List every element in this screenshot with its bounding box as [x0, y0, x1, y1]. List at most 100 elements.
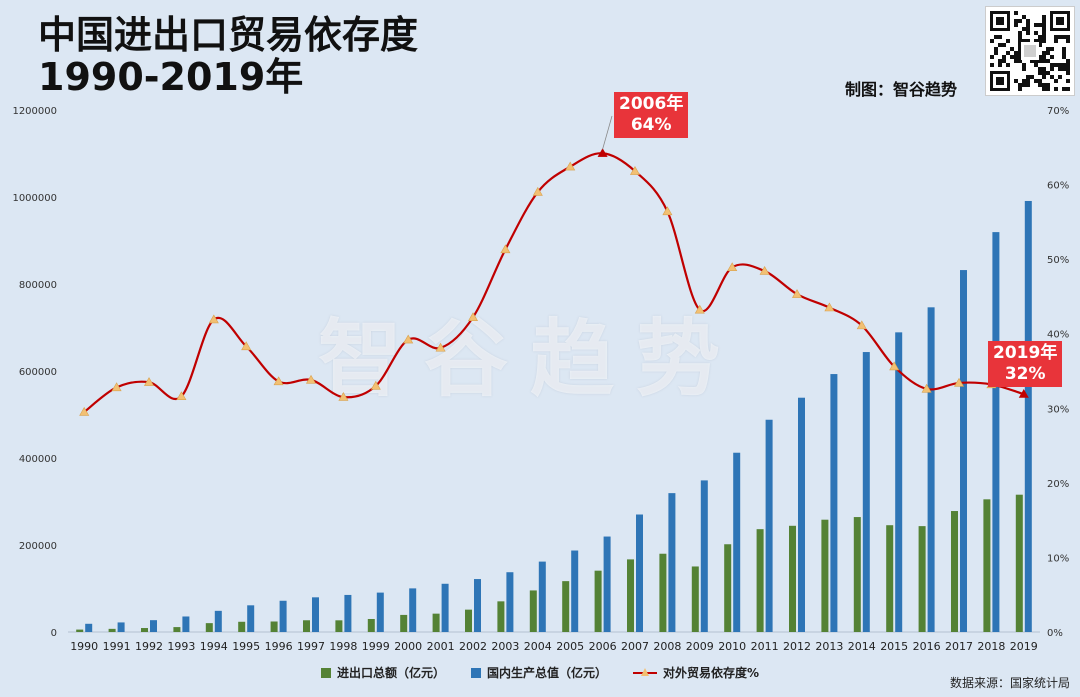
qr-module: [1066, 39, 1070, 43]
qr-module: [1066, 35, 1070, 39]
callout-peak: 2006年 64%: [614, 92, 689, 138]
qr-module: [1018, 55, 1022, 59]
y-right-tick-label: 40%: [1047, 330, 1069, 341]
y-left-tick-label: 0: [51, 628, 57, 639]
qr-module: [1062, 55, 1066, 59]
marker-ratio-1992: [143, 377, 155, 386]
legend-swatch-gdp: [470, 667, 481, 678]
bar-gdp-1992: [150, 620, 157, 632]
qr-module: [996, 77, 1004, 85]
x-tick-label: 2012: [783, 640, 811, 653]
bar-trade-1991: [108, 628, 116, 632]
x-tick-label: 2004: [524, 640, 552, 653]
legend-swatch-ratio: [633, 667, 657, 678]
bar-gdp-2019: [1024, 200, 1032, 632]
qr-module: [998, 63, 1002, 67]
qr-module: [1034, 63, 1038, 67]
bar-gdp-2005: [571, 550, 579, 632]
bar-trade-1996: [270, 621, 278, 632]
qr-module: [1042, 35, 1046, 39]
qr-module: [1046, 51, 1050, 55]
marker-ratio-1998: [338, 391, 349, 401]
qr-module: [1018, 51, 1022, 55]
qr-module: [1046, 71, 1050, 75]
qr-module: [1056, 17, 1064, 25]
qr-module: [1026, 19, 1030, 23]
x-tick-label: 2005: [556, 640, 584, 653]
bar-gdp-2006: [603, 536, 611, 632]
qr-module: [1014, 51, 1018, 55]
bar-gdp-1997: [312, 597, 319, 632]
marker-ratio-2011: [759, 265, 770, 275]
y-left-tick-label: 800000: [19, 280, 57, 291]
qr-module: [1002, 55, 1006, 59]
qr-module: [1022, 15, 1026, 19]
qr-module: [1066, 87, 1070, 91]
bar-trade-2003: [497, 601, 505, 632]
qr-module: [1058, 63, 1062, 67]
qr-module: [1038, 55, 1042, 59]
qr-module: [1042, 31, 1046, 35]
qr-module: [1038, 35, 1042, 39]
bar-gdp-1998: [344, 594, 352, 632]
bar-gdp-2009: [700, 480, 708, 632]
qr-module: [1042, 51, 1046, 55]
bar-trade-2014: [853, 517, 861, 632]
qr-module: [990, 55, 994, 59]
qr-module: [1062, 47, 1066, 51]
qr-module: [1022, 83, 1026, 87]
qr-module: [1042, 75, 1046, 79]
qr-module: [1050, 47, 1054, 51]
qr-module: [1002, 59, 1006, 63]
qr-module: [1038, 71, 1042, 75]
qr-module: [1022, 79, 1026, 83]
x-tick-label: 1995: [232, 640, 260, 653]
qr-module: [1058, 75, 1062, 79]
marker-ratio-1993: [176, 391, 187, 401]
bar-gdp-2014: [862, 352, 870, 632]
y-right-tick-label: 0%: [1047, 628, 1063, 639]
bar-gdp-1993: [182, 616, 190, 632]
bar-trade-2012: [789, 525, 796, 632]
bar-trade-2005: [562, 581, 570, 632]
qr-module: [994, 35, 998, 39]
qr-module: [1058, 67, 1062, 71]
bar-trade-2001: [432, 613, 440, 632]
bar-gdp-1996: [279, 600, 287, 632]
qr-module: [1042, 15, 1046, 19]
qr-module: [1038, 43, 1042, 47]
x-tick-label: 1992: [135, 640, 163, 653]
qr-module: [998, 43, 1002, 47]
x-tick-label: 2008: [653, 640, 681, 653]
marker-ratio-2015: [889, 361, 900, 371]
qr-module: [1042, 23, 1046, 27]
qr-module: [1038, 39, 1042, 43]
marker-ratio-2013: [824, 302, 835, 312]
y-right-tick-label: 60%: [1047, 181, 1069, 192]
qr-module: [1010, 47, 1014, 51]
x-tick-label: 2019: [1010, 640, 1038, 653]
qr-module: [1066, 71, 1070, 75]
legend-label-trade: 进出口总额（亿元）: [336, 666, 445, 680]
x-tick-label: 1997: [297, 640, 325, 653]
qr-module: [996, 17, 1004, 25]
bar-trade-2019: [1015, 494, 1023, 632]
qr-module: [994, 47, 998, 51]
callout-peak-leader: [602, 115, 613, 150]
data-source: 数据来源：国家统计局: [949, 676, 1070, 690]
qr-module: [1026, 23, 1030, 27]
x-tick-label: 1996: [265, 640, 293, 653]
qr-module: [1018, 35, 1022, 39]
x-tick-label: 2003: [491, 640, 519, 653]
marker-ratio-1999: [370, 380, 381, 390]
legend-swatch-trade: [320, 667, 331, 678]
bar-gdp-1994: [214, 610, 222, 632]
qr-module: [1024, 45, 1036, 57]
qr-module: [1002, 43, 1006, 47]
bar-gdp-2016: [927, 307, 935, 632]
qr-module: [1066, 59, 1070, 63]
marker-ratio-2017: [953, 377, 965, 387]
x-tick-label: 2014: [848, 640, 876, 653]
x-tick-label: 2009: [686, 640, 714, 653]
qr-module: [998, 59, 1002, 63]
